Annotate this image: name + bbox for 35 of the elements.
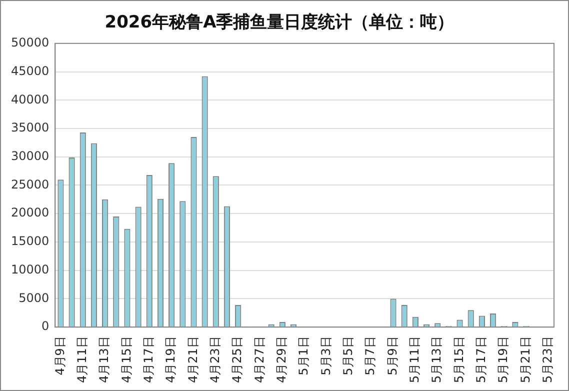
y-tick-label: 20000 bbox=[10, 206, 50, 220]
x-tick-label: 5月21日 bbox=[518, 336, 532, 383]
x-tick-label: 5月5日 bbox=[341, 336, 356, 376]
x-tick-label: 4月9日 bbox=[52, 336, 67, 376]
x-tick-label: 5月19日 bbox=[496, 336, 510, 383]
y-tick-label: 0 bbox=[42, 319, 50, 334]
y-tick-label: 25000 bbox=[10, 177, 50, 192]
chart-title: 2026年秘鲁A季捕鱼量日度统计（单位：吨） bbox=[104, 12, 454, 33]
y-tick-label: 10000 bbox=[10, 262, 50, 276]
x-tick-label: 4月27日 bbox=[252, 336, 266, 383]
x-tick-label: 4月19日 bbox=[164, 336, 178, 383]
x-tick-label: 5月9日 bbox=[385, 336, 400, 376]
y-tick-label: 45000 bbox=[10, 64, 50, 78]
y-tick-label: 30000 bbox=[10, 149, 50, 164]
x-tick-label: 4月21日 bbox=[186, 336, 200, 383]
x-tick-label: 4月23日 bbox=[208, 336, 222, 383]
y-tick-label: 15000 bbox=[10, 234, 50, 248]
x-tick-label: 5月17日 bbox=[474, 336, 488, 383]
y-tick-label: 5000 bbox=[18, 290, 50, 305]
y-tick-label: 35000 bbox=[10, 120, 50, 135]
x-tick-label: 5月13日 bbox=[430, 336, 444, 383]
x-tick-label: 5月3日 bbox=[318, 336, 333, 376]
y-tick-label: 50000 bbox=[10, 36, 50, 50]
x-tick-label: 4月17日 bbox=[142, 336, 156, 383]
x-tick-label: 5月11日 bbox=[408, 336, 422, 383]
x-tick-label: 4月11日 bbox=[75, 336, 90, 383]
x-tick-label: 5月7日 bbox=[363, 336, 378, 376]
x-tick-label: 5月1日 bbox=[296, 336, 311, 376]
x-tick-label: 4月29日 bbox=[274, 336, 289, 383]
x-tick-label: 5月15日 bbox=[452, 336, 466, 383]
x-tick-label: 4月13日 bbox=[97, 336, 112, 383]
x-tick-label: 5月23日 bbox=[540, 336, 555, 383]
x-tick-label: 4月25日 bbox=[230, 336, 244, 383]
y-tick-label: 40000 bbox=[10, 92, 50, 106]
x-tick-label: 4月15日 bbox=[119, 336, 134, 383]
